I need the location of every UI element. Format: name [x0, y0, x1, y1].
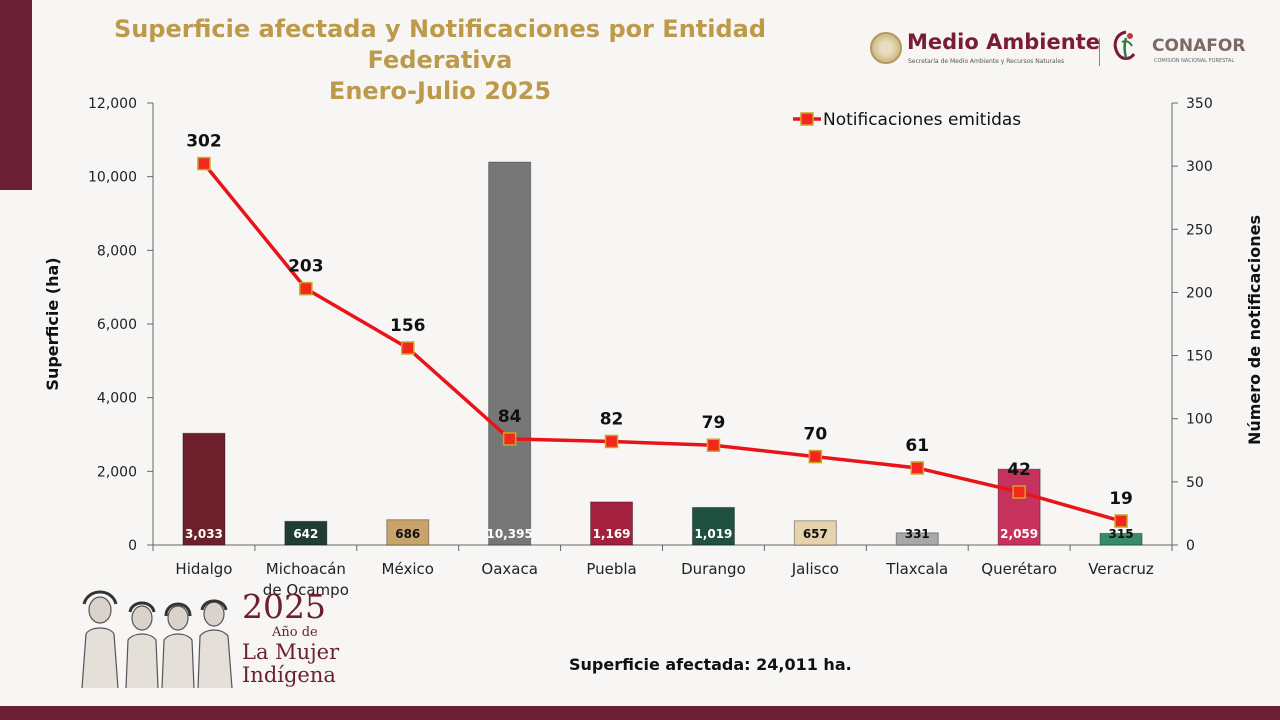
right-tick-label: 50: [1186, 475, 1204, 491]
bar-value-label: 2,059: [1000, 527, 1038, 541]
bar-5: [590, 501, 634, 546]
bar-9: [997, 468, 1041, 546]
bar-value-label: 1,169: [593, 527, 631, 541]
year-number: 2025: [242, 587, 326, 626]
title-line-1: Superficie afectada y Notificaciones por…: [113, 15, 767, 74]
bar-4: [488, 161, 532, 546]
right-tick-label: 300: [1186, 159, 1213, 175]
left-accent-bar: [0, 0, 32, 190]
conafor-logo: CONAFOR COMISIÓN NACIONAL FORESTAL: [1108, 28, 1258, 74]
bar-6: [691, 506, 735, 546]
logo-divider: [1099, 38, 1100, 66]
category-label: de Ocampo: [263, 581, 349, 599]
legend-marker-swatch: [800, 112, 814, 126]
left-tick-label: 4,000: [97, 391, 137, 407]
right-tick-label: 0: [1186, 538, 1195, 554]
line-value-label: 79: [702, 413, 726, 433]
left-tick-label: 0: [128, 538, 137, 554]
line-value-label: 302: [186, 132, 222, 152]
right-tick-label: 350: [1186, 96, 1213, 112]
right-tick-label: 200: [1186, 285, 1213, 301]
bar-8: [895, 532, 939, 546]
bar-value-label: 686: [395, 527, 420, 541]
medio-ambiente-subtitle: Secretaría de Medio Ambiente y Recursos …: [908, 58, 1065, 65]
notifications-line: [202, 162, 1122, 523]
line-point-marker: [502, 432, 517, 446]
conafor-subtitle: COMISIÓN NACIONAL FORESTAL: [1154, 58, 1235, 64]
right-tick-label: 100: [1186, 412, 1213, 428]
left-tick-label: 6,000: [97, 317, 137, 333]
category-label: Tlaxcala: [885, 560, 948, 578]
y-axis-title: Superficie (ha): [43, 257, 62, 390]
line-value-label: 42: [1007, 460, 1031, 480]
year-dedication-line-1: La Mujer: [242, 640, 340, 664]
line-point-marker: [706, 438, 721, 452]
bar-value-label: 1,019: [694, 527, 732, 541]
category-label: Michoacán: [266, 560, 346, 578]
line-point-marker: [299, 281, 313, 296]
line-value-label: 82: [600, 409, 624, 429]
category-label: Querétaro: [981, 560, 1057, 578]
bar-7: [793, 520, 837, 546]
line-value-label: 84: [498, 407, 522, 427]
bar-value-label: 642: [293, 527, 318, 541]
medio-ambiente-logo: Medio Ambiente Secretaría de Medio Ambie…: [870, 28, 1100, 74]
medio-ambiente-name: Medio Ambiente: [907, 30, 1100, 54]
conafor-emblem-icon: [1113, 30, 1136, 60]
category-label: Oaxaca: [481, 560, 538, 578]
line-point-marker: [197, 156, 211, 171]
year-emblem: 2025 Año de La Mujer Indígena: [70, 582, 350, 692]
right-tick-label: 150: [1186, 349, 1213, 365]
left-tick-label: 8,000: [97, 243, 137, 259]
category-label: México: [382, 560, 434, 578]
left-tick-label: 2,000: [97, 464, 137, 480]
chart-title: Superficie afectada y Notificaciones por…: [40, 14, 840, 107]
category-label: Hidalgo: [175, 560, 232, 578]
line-point-marker: [808, 449, 823, 464]
bar-value-label: 10,395: [486, 527, 532, 541]
bar-value-label: 657: [803, 527, 828, 541]
header-logos: Medio Ambiente Secretaría de Medio Ambie…: [870, 28, 1260, 74]
category-label: Veracruz: [1088, 560, 1154, 578]
left-tick-label: 10,000: [88, 170, 137, 186]
bottom-accent-bar: [0, 706, 1280, 720]
line-point-marker: [604, 434, 619, 449]
line-point-marker: [1114, 514, 1128, 528]
title-line-2: Enero-Julio 2025: [328, 77, 552, 105]
bar-value-label: 315: [1109, 527, 1134, 541]
category-label: Durango: [681, 560, 746, 578]
line-point-marker: [1012, 485, 1026, 499]
legend-label: Notificaciones emitidas: [823, 110, 1021, 130]
line-point-marker: [401, 341, 415, 355]
bar-2: [284, 520, 328, 546]
bar-1: [182, 432, 226, 546]
line-point-marker: [910, 461, 924, 475]
right-tick-label: 250: [1186, 222, 1213, 238]
line-value-label: 70: [804, 425, 828, 445]
line-value-label: 156: [390, 316, 426, 336]
category-label: Jalisco: [791, 560, 839, 578]
bar-value-label: 3,033: [185, 527, 223, 541]
line-value-label: 203: [288, 257, 324, 277]
line-value-label: 19: [1109, 489, 1133, 509]
bar-10: [1099, 532, 1143, 546]
line-value-label: 61: [905, 436, 929, 456]
category-label: Puebla: [586, 560, 636, 578]
conafor-name: CONAFOR: [1152, 36, 1246, 56]
y2-axis-title: Número de notificaciones: [1245, 215, 1264, 445]
mexico-seal-icon: [870, 32, 902, 64]
total-area-caption: Superficie afectada: 24,011 ha.: [569, 655, 852, 674]
year-dedication-line-2: Indígena: [242, 663, 336, 687]
bar-value-label: 331: [905, 527, 930, 541]
bar-3: [386, 519, 430, 546]
indigenous-women-illustration: [81, 590, 233, 688]
year-subtitle: Año de: [272, 625, 318, 640]
left-tick-label: 12,000: [88, 96, 137, 112]
